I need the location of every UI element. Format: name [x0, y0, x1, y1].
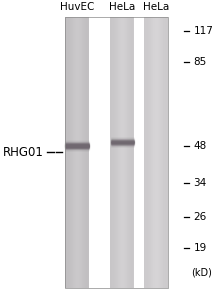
Text: HeLa: HeLa [143, 2, 169, 12]
Bar [66, 17, 67, 287]
Bar [84, 17, 85, 287]
Bar [76, 17, 77, 287]
Bar [85, 17, 86, 287]
Text: RHG01: RHG01 [3, 146, 44, 159]
Bar [152, 17, 153, 287]
Bar [147, 17, 148, 287]
Bar [134, 17, 135, 287]
Bar [128, 17, 129, 287]
Bar [82, 17, 83, 287]
Bar [89, 17, 90, 287]
Bar [158, 17, 159, 287]
Bar [157, 17, 158, 287]
Bar [67, 17, 68, 287]
Bar [79, 17, 80, 287]
Text: 26: 26 [194, 212, 207, 222]
Bar [165, 17, 166, 287]
Bar [150, 17, 151, 287]
Bar [110, 17, 111, 287]
Bar [65, 17, 168, 287]
Bar [159, 17, 160, 287]
Bar [74, 17, 75, 287]
Bar [70, 17, 71, 287]
Bar [154, 17, 155, 287]
Bar [167, 17, 168, 287]
Bar [126, 17, 127, 287]
Bar [162, 17, 163, 287]
Text: HuvEC: HuvEC [60, 2, 94, 12]
Bar [123, 17, 124, 287]
Bar [113, 17, 114, 287]
Bar [114, 17, 115, 287]
Bar [143, 17, 144, 287]
Bar [71, 17, 72, 287]
Bar [124, 17, 125, 287]
Bar [129, 17, 130, 287]
Bar [149, 17, 150, 287]
Bar [68, 17, 69, 287]
Bar [122, 17, 123, 287]
Bar [78, 17, 79, 287]
Bar [127, 17, 128, 287]
Bar [120, 17, 121, 287]
Bar [156, 17, 157, 287]
Bar [148, 17, 149, 287]
Text: HeLa: HeLa [109, 2, 136, 12]
Bar [155, 17, 156, 287]
Bar [131, 17, 132, 287]
Text: 85: 85 [194, 57, 207, 67]
Text: 34: 34 [194, 178, 207, 188]
Bar [80, 17, 81, 287]
Bar [112, 17, 113, 287]
Text: 19: 19 [194, 243, 207, 253]
Bar [65, 17, 66, 287]
Bar [69, 17, 70, 287]
Bar [153, 17, 154, 287]
Bar [130, 17, 131, 287]
Bar [146, 17, 147, 287]
Bar [119, 17, 120, 287]
Bar [86, 17, 87, 287]
Bar [133, 17, 134, 287]
Bar [132, 17, 133, 287]
Bar [88, 17, 89, 287]
Bar [116, 17, 117, 287]
Bar [75, 17, 76, 287]
Bar [145, 17, 146, 287]
Text: 48: 48 [194, 141, 207, 151]
Bar [144, 17, 145, 287]
Bar [160, 17, 161, 287]
Bar [125, 17, 126, 287]
Bar [121, 17, 122, 287]
Bar [73, 17, 74, 287]
Bar [117, 17, 118, 287]
Text: (kD): (kD) [191, 268, 212, 278]
Bar [83, 17, 84, 287]
Bar [151, 17, 152, 287]
Bar [161, 17, 162, 287]
Bar [163, 17, 164, 287]
Bar [166, 17, 167, 287]
Bar [77, 17, 78, 287]
Bar [118, 17, 119, 287]
Bar [115, 17, 116, 287]
Bar [87, 17, 88, 287]
Bar [111, 17, 112, 287]
Bar [72, 17, 73, 287]
Bar [81, 17, 82, 287]
Bar [164, 17, 165, 287]
Text: 117: 117 [194, 26, 214, 36]
